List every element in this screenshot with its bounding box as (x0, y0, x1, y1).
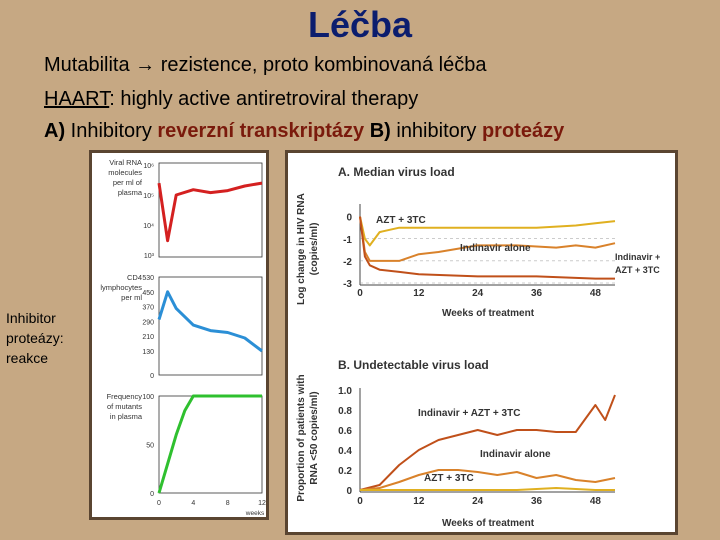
side-note-line: proteázy: (6, 330, 64, 346)
bullet-line-3: A) Inhibitory reverzní transkriptázy B) … (44, 120, 564, 143)
panel1-frame (158, 162, 263, 258)
chart-b-label-azt: AZT + 3TC (424, 473, 474, 484)
chart-a-ytick: 0 (346, 213, 352, 224)
panel1-axis-label: molecules (108, 168, 142, 177)
panel3-tick-label: 50 (146, 443, 154, 450)
side-note-line: Inhibitor (6, 310, 56, 326)
chart-a-xlabel: Weeks of treatment (442, 308, 535, 319)
azt-3tc-line-a (359, 216, 616, 247)
panel2-axis-label: lymphocytes (100, 283, 142, 292)
side-note: Inhibitor proteázy: reakce (6, 308, 90, 368)
panel1-tick-label: 10³ (144, 253, 155, 260)
panel1-axis-label: per ml of (113, 178, 143, 187)
indinavir-line-a (359, 216, 616, 262)
chart-b-label-indinavir: Indinavir alone (480, 449, 551, 460)
chart-b-ytick: 0.8 (338, 406, 352, 417)
x-unit-label: weeks (245, 510, 265, 517)
side-note-line: reakce (6, 350, 49, 366)
item-b-marker: B) (364, 120, 391, 142)
chart-a-label-azt: AZT + 3TC (376, 215, 426, 226)
panel1-tick-label: 10⁶ (143, 163, 154, 170)
combo-line-a (359, 216, 615, 280)
panel2-axis-label: CD4 (127, 273, 142, 282)
haart-abbr: HAART (44, 88, 110, 110)
chart-b-xtick: 0 (357, 496, 363, 507)
bullet-line-2: HAART: highly active antiretroviral ther… (44, 88, 418, 111)
chart-b-label-combo: Indinavir + AZT + 3TC (418, 408, 520, 419)
chart-a-ytick: -1 (343, 235, 352, 246)
cd4-line (157, 290, 263, 353)
panel2-tick-label: 530 (142, 275, 154, 282)
chart-a-xtick: 24 (472, 288, 484, 299)
chart-a-xtick: 0 (357, 288, 363, 299)
right-figure: A. Median virus load Log change in HIV RN… (285, 150, 678, 535)
chart-a-ylabel: Log change in HIV RNA (296, 193, 307, 305)
chart-b-ytick: 0.4 (338, 446, 352, 457)
panel2-tick-label: 450 (142, 290, 154, 297)
chart-b-xtick: 48 (590, 496, 602, 507)
x-tick-label: 0 (157, 500, 161, 507)
panel1-axis-label: plasma (118, 188, 143, 197)
mutant-frequency-line (157, 394, 262, 494)
chart-a-ytick: -3 (343, 279, 352, 290)
panel1-tick-label: 10⁴ (143, 223, 154, 230)
protease-term: proteázy (481, 120, 565, 142)
x-tick-label: 4 (191, 500, 195, 507)
indinavir-line-b (359, 469, 616, 491)
chart-a-xtick: 36 (531, 288, 543, 299)
chart-a-ytick: -2 (343, 257, 352, 268)
chart-b-ytick: 0.6 (338, 426, 352, 437)
chart-b-ytick: 0 (346, 486, 352, 497)
chart-a-xtick: 12 (413, 288, 425, 299)
viral-rna-line (157, 181, 263, 243)
item-a-text: Inhibitory (65, 120, 158, 142)
chart-b-title: B. Undetectable virus load (338, 358, 489, 372)
chart-b-ylabel: Proportion of patients with (296, 374, 307, 501)
panel3-axis-label: in plasma (110, 412, 143, 421)
panel3-tick-label: 100 (142, 394, 154, 401)
left-figure: Viral RNA molecules per ml of plasma 10⁶ 10⁵ 1… (89, 150, 269, 520)
panel2-frame (158, 276, 263, 376)
azt-3tc-line-b (360, 487, 615, 491)
panel3-axis-label: of mutants (107, 402, 142, 411)
chart-b-ylabel: RNA <50 copies/ml) (309, 391, 320, 484)
chart-b-xlabel: Weeks of treatment (442, 518, 535, 529)
chart-b-xtick: 12 (413, 496, 425, 507)
item-b-text: inhibitory (390, 120, 482, 142)
chart-a-title: A. Median virus load (338, 165, 455, 179)
panel3-axis-label: Frequency (107, 392, 143, 401)
panel2-axis-label: per ml (121, 293, 142, 302)
panel3-tick-label: 0 (150, 491, 154, 498)
chart-b-ytick: 0.2 (338, 466, 352, 477)
panel2-tick-label: 210 (142, 334, 154, 341)
haart-definition: : highly active antiretroviral therapy (109, 88, 419, 110)
chart-a-label-indinavir: Indinavir alone (460, 243, 531, 254)
chart-b-xtick: 36 (531, 496, 543, 507)
item-a-marker: A) (44, 120, 66, 142)
combo-line-b (359, 394, 616, 491)
chart-a-xtick: 48 (590, 288, 602, 299)
reverse-transcriptase-term: reverzní transkriptázy (157, 120, 365, 142)
chart-b-ytick: 1.0 (338, 386, 352, 397)
x-tick-label: 8 (226, 500, 230, 507)
chart-a-label-combo: Indinavir + (615, 252, 660, 262)
bullet-line-1: Mutabilita → rezistence, proto kombinova… (44, 54, 487, 76)
right-figure-svg: A. Median virus load Log change in HIV RN… (296, 165, 660, 529)
panel1-axis-label: Viral RNA (109, 158, 142, 167)
panel2-tick-label: 290 (142, 319, 154, 326)
x-tick-label: 12 (258, 500, 266, 507)
chart-a-ylabel: (copies/ml) (309, 223, 320, 276)
chart-b-xtick: 24 (472, 496, 484, 507)
panel2-tick-label: 370 (142, 305, 154, 312)
panel1-tick-label: 10⁵ (143, 193, 154, 200)
panel2-tick-label: 130 (142, 349, 154, 356)
panel2-tick-label: 0 (150, 373, 154, 380)
page-title: Léčba (307, 4, 413, 45)
chart-a-label-combo: AZT + 3TC (615, 265, 660, 275)
